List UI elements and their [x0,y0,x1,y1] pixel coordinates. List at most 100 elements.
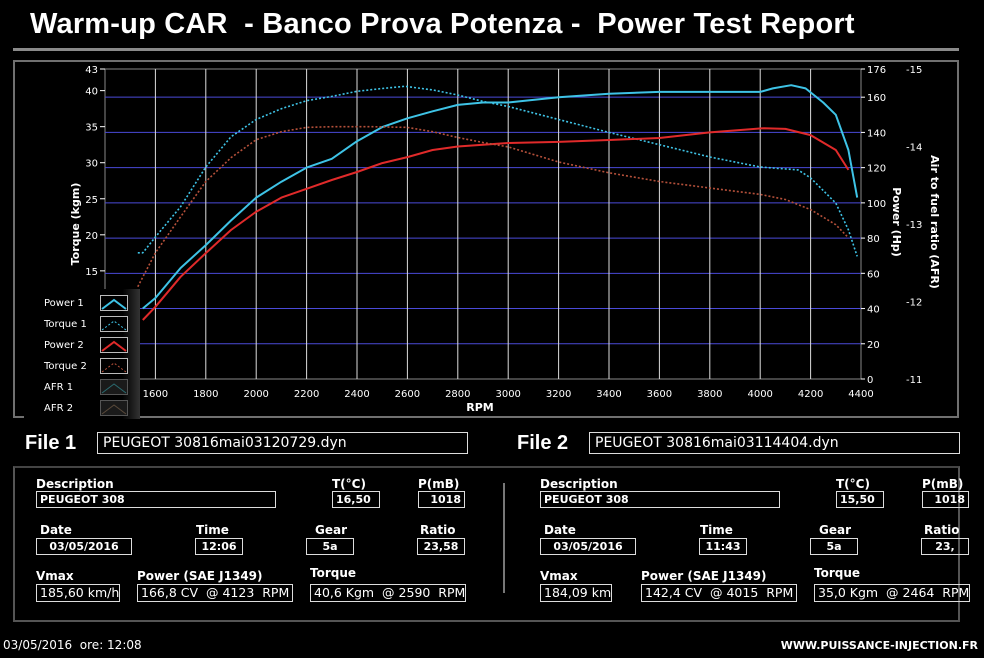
x-tick-label: 1600 [143,389,168,400]
x-tick-label: 1800 [193,389,218,400]
right-tick-label: 160 [867,93,886,104]
file-2-pressure-label: P(mB) [922,477,964,491]
file-1-time-field[interactable]: 12:06 [195,538,243,555]
right-tick-label: 20 [867,340,880,351]
file-1-ratio-field[interactable]: 23,58 [417,538,465,555]
right-tick-label: 140 [867,128,886,139]
x-tick-label: 4000 [747,389,772,400]
x-tick-label: 3000 [495,389,520,400]
series-power-1 [142,84,859,310]
file-1-torque-label: Torque [310,566,357,580]
file-1-temp-field[interactable]: 16,50 [332,491,380,508]
left-tick-label: 30 [85,159,98,170]
left-tick-label: 43 [85,65,98,76]
x-tick-label: 3800 [697,389,722,400]
chart-legend: Power 1 Torque 1 Power 2 Torque 2 AFR 1 AFR 2 [24,289,140,419]
file-2-filename[interactable]: PEUGEOT 30816mai03114404.dyn [589,432,960,454]
title-divider [13,48,959,51]
left-tick-label: 35 [85,123,98,134]
x-tick-label: 3600 [647,389,672,400]
x-tick-label: 2000 [243,389,268,400]
report-datetime: 03/05/2016 ore: 12:08 [3,638,142,652]
legend-item: AFR 2 [24,400,140,421]
legend-swatch-icon [100,358,128,374]
file-2-label: File 2 [517,432,569,454]
file-2-power-field[interactable]: 142,4 CV @ 4015 RPM [641,584,797,602]
file-1-date-label: Date [40,523,72,537]
file-2-ratio-field[interactable]: 23, [921,538,969,555]
file-1-vmax-label: Vmax [36,569,74,583]
file-1-temp-label: T(°C) [332,477,366,491]
legend-swatch-icon [100,379,128,395]
left-tick-label: 25 [85,195,98,206]
file-1-gear-label: Gear [315,523,348,537]
info-panel [13,466,960,622]
left-tick-label: 15 [85,267,98,278]
legend-item: Torque 1 [24,316,140,337]
x-tick-label: 2800 [445,389,470,400]
afr-tick-label: -12 [906,298,922,309]
file-2-ratio-label: Ratio [924,523,960,537]
right-tick-label: 176 [867,65,886,76]
file-2-pressure-field[interactable]: 1018 [922,491,969,508]
afr-tick-label: -11 [906,375,922,386]
file-2-description-label: Description [540,477,618,491]
right-tick-label: 100 [867,199,886,210]
legend-label: AFR 2 [44,403,74,414]
report-title: Warm-up CAR - Banco Prova Potenza - Powe… [30,8,855,40]
file-2-date-field[interactable]: 03/05/2016 [540,538,636,555]
x-tick-label: 3400 [596,389,621,400]
legend-item: Power 2 [24,337,140,358]
legend-label: AFR 1 [44,382,74,393]
afr-axis-label: Air to fuel ratio (AFR) [928,155,941,289]
file-1-time-label: Time [196,523,229,537]
afr-tick-label: -13 [906,220,922,231]
file-2-temp-label: T(°C) [836,477,870,491]
file-2-vmax-field[interactable]: 184,09 km/ [540,584,612,602]
legend-label: Power 1 [44,298,84,309]
file-1-gear-field[interactable]: 5a [306,538,354,555]
legend-swatch-icon [100,316,128,332]
file-1-torque-field[interactable]: 40,6 Kgm @ 2590 RPM [310,584,466,602]
file-2-vmax-label: Vmax [540,569,578,583]
info-panel-separator [503,483,505,593]
file-2-description-field[interactable]: PEUGEOT 308 [540,491,780,508]
x-tick-label: 4400 [848,389,873,400]
file-1-pressure-field[interactable]: 1018 [418,491,465,508]
file-2-time-field[interactable]: 11:43 [699,538,747,555]
file-2-torque-label: Torque [814,566,861,580]
file-1-date-field[interactable]: 03/05/2016 [36,538,132,555]
file-1-pressure-label: P(mB) [418,477,460,491]
series-torque-1 [137,85,858,257]
x-tick-label: 2200 [294,389,319,400]
legend-swatch-icon [100,337,128,353]
file-1-vmax-field[interactable]: 185,60 km/h [36,584,120,602]
file-1-ratio-label: Ratio [420,523,456,537]
right-tick-label: 120 [867,164,886,175]
website-link[interactable]: WWW.PUISSANCE-INJECTION.FR [780,639,978,652]
file-2-time-label: Time [700,523,733,537]
file-2-gear-field[interactable]: 5a [810,538,858,555]
file-1-power-field[interactable]: 166,8 CV @ 4123 RPM [137,584,293,602]
x-tick-label: 4200 [798,389,823,400]
legend-item: AFR 1 [24,379,140,400]
right-tick-label: 80 [867,234,880,245]
right-axis-label: Power (Hp) [890,187,903,257]
file-2-temp-field[interactable]: 15,50 [836,491,884,508]
legend-swatch-icon [100,400,128,416]
x-tick-label: 2600 [395,389,420,400]
file-2-torque-field[interactable]: 35,0 Kgm @ 2464 RPM [814,584,970,602]
file-1-filename[interactable]: PEUGEOT 30816mai03120729.dyn [97,432,468,454]
legend-swatch-icon [100,295,128,311]
x-axis-label: RPM [466,401,493,414]
legend-item: Torque 2 [24,358,140,379]
plot-area [104,68,862,380]
legend-label: Torque 1 [44,319,87,330]
file-2-power-label: Power (SAE J1349) [641,569,767,583]
x-tick-label: 2400 [344,389,369,400]
file-1-description-field[interactable]: PEUGEOT 308 [36,491,276,508]
afr-tick-label: -14 [906,143,922,154]
series-power-2 [142,127,850,321]
dyno-chart: 1600 1800 2000 2200 2400 2600 2800 3000 3200 3400… [13,60,959,418]
legend-label: Power 2 [44,340,84,351]
